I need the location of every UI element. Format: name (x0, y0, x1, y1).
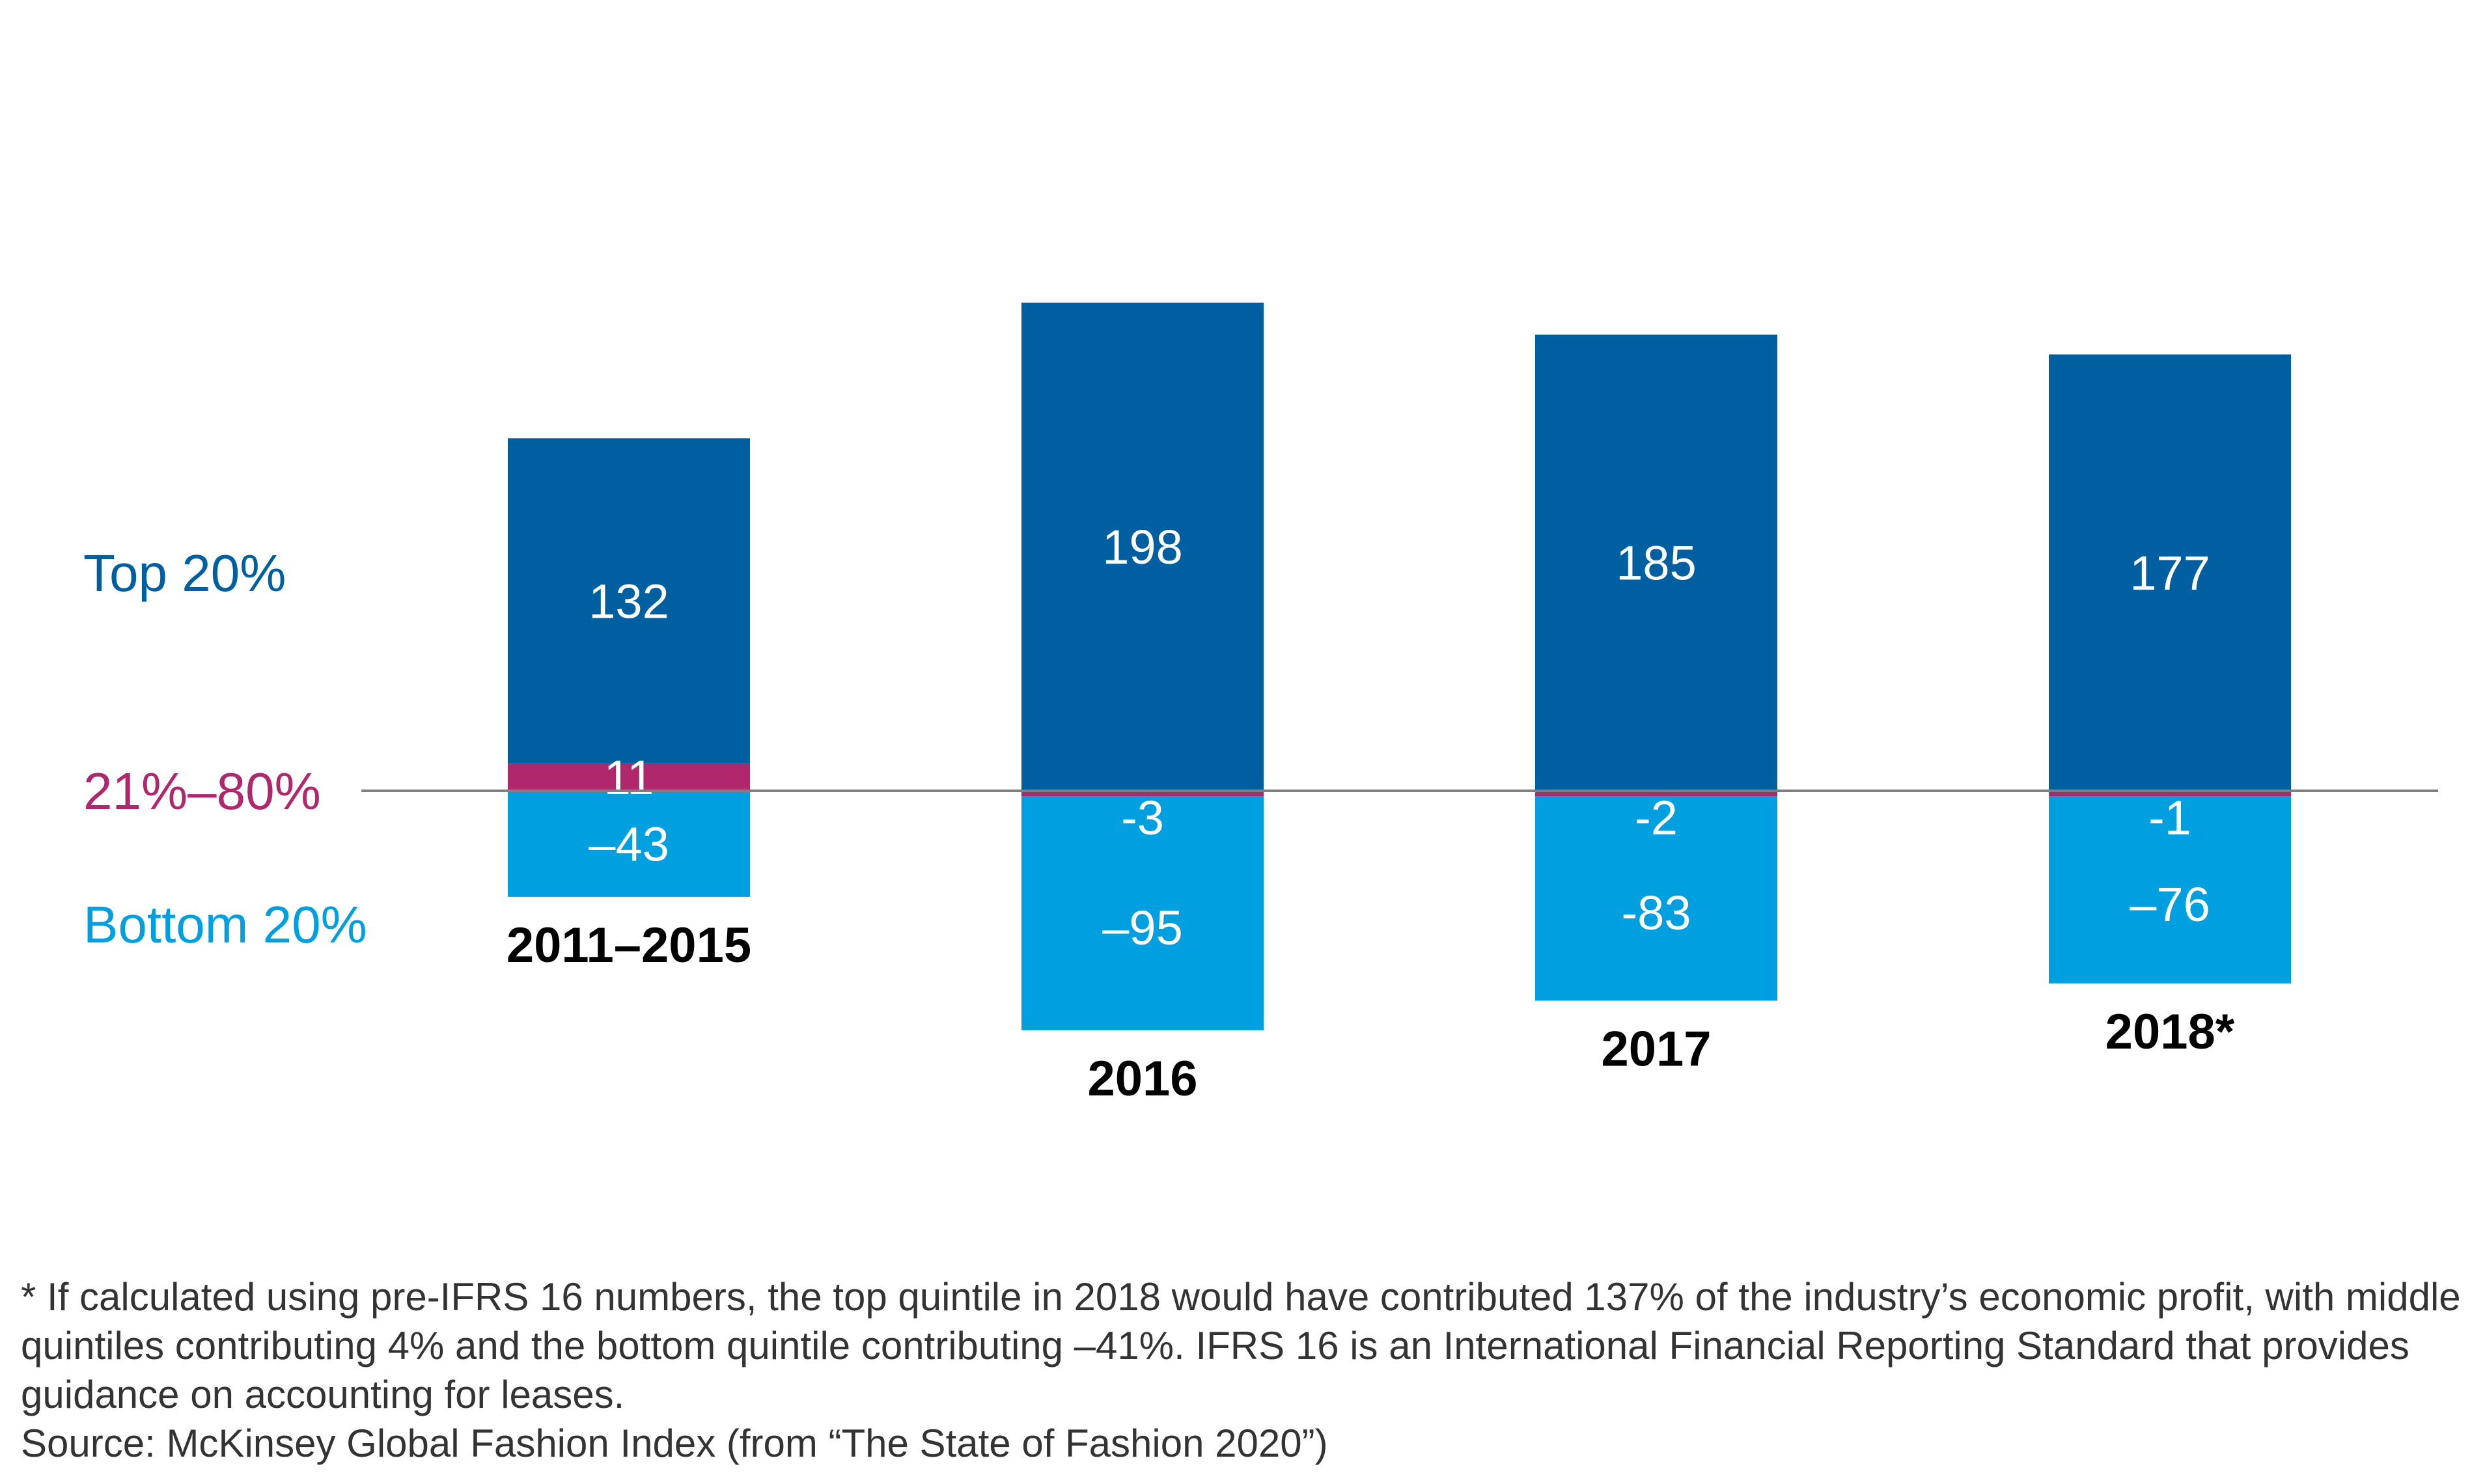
data-label-top: 185 (1616, 536, 1696, 590)
data-label-top: 132 (589, 574, 669, 628)
bar-top-20 (2049, 354, 2291, 791)
bar-middle-21-80 (1535, 791, 1777, 796)
bar-top-20 (508, 438, 750, 764)
data-label-top: 177 (2130, 546, 2210, 600)
category-label: 2016 (1087, 1051, 1197, 1106)
bar-middle-21-80 (2049, 791, 2291, 796)
data-label-bottom: –76 (2130, 877, 2210, 931)
bar-top-20 (1535, 335, 1777, 791)
bar-middle-21-80 (508, 763, 750, 791)
stacked-bar-chart: 132 11 –43 2011–2015 198 -3 –95 2016 185 -2 -83 201… (83, 302, 2438, 1106)
data-label-middle: -1 (2148, 791, 2191, 845)
bar-bottom-20 (508, 791, 750, 897)
legend-label: Bottom 20% (83, 896, 367, 954)
footnote-note: * If calculated using pre-IFRS 16 number… (21, 1275, 2461, 1416)
category-label: 2017 (1601, 1021, 1711, 1077)
bar-middle-21-80 (1021, 791, 1264, 796)
legend-label: Top 20% (83, 544, 286, 602)
data-label-middle: 11 (604, 750, 654, 804)
bar-bottom-20 (1535, 796, 1777, 1001)
data-label-bottom: –95 (1102, 901, 1182, 955)
bar-bottom-20 (1021, 796, 1264, 1030)
data-label-middle: -2 (1635, 791, 1678, 845)
category-label: 2018* (2105, 1004, 2235, 1060)
data-label-top: 198 (1102, 520, 1182, 574)
category-label: 2011–2015 (507, 918, 751, 973)
data-label-bottom: –43 (589, 817, 669, 871)
footnote: * If calculated using pre-IFRS 16 number… (21, 1272, 2475, 1468)
bar-top-20 (1021, 302, 1264, 791)
bar-bottom-20 (2049, 796, 2291, 983)
data-label-middle: -3 (1121, 791, 1164, 845)
legend-label: 21%–80% (83, 762, 321, 820)
footnote-source: Source: McKinsey Global Fashion Index (f… (21, 1422, 1328, 1465)
data-label-bottom: -83 (1622, 886, 1691, 940)
